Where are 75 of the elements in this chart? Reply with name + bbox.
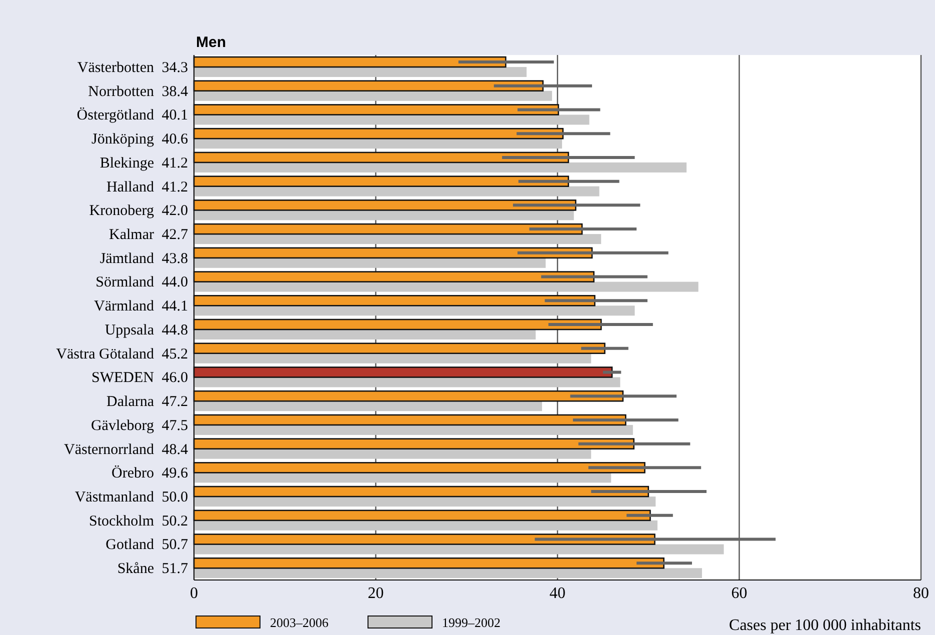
bar	[194, 162, 687, 172]
x-tick-label: 0	[190, 585, 198, 602]
bar	[194, 90, 552, 101]
data-label: 41.2	[162, 155, 188, 172]
y-tick-label: Västra Götaland	[56, 346, 154, 362]
y-tick-label: Dalarna	[106, 394, 154, 410]
x-tick-label: 80	[913, 585, 929, 602]
y-tick-label: Gotland	[106, 537, 154, 554]
y-tick-label: Västmanland	[74, 489, 154, 506]
bar	[194, 496, 656, 507]
data-label: 45.2	[162, 346, 188, 362]
data-label: 44.0	[162, 274, 188, 291]
bar	[194, 377, 620, 388]
data-label: 42.7	[162, 226, 188, 243]
bar	[194, 114, 590, 125]
y-tick-label: Halland	[106, 179, 154, 196]
bar	[194, 186, 600, 196]
y-tick-label: Värmland	[94, 298, 154, 315]
data-label: 41.2	[162, 179, 188, 196]
data-label: 50.0	[162, 489, 188, 506]
y-tick-label: Blekinge	[100, 155, 154, 172]
data-label: 47.2	[162, 394, 188, 410]
data-label: 44.8	[162, 322, 188, 338]
bar	[194, 520, 658, 530]
bar	[194, 472, 612, 483]
bar	[194, 424, 633, 435]
y-tick-label: Stockholm	[88, 513, 154, 530]
x-tick-label: 40	[550, 585, 566, 602]
bar	[194, 330, 536, 340]
bar	[194, 234, 602, 244]
bar	[194, 210, 574, 220]
data-label: 38.4	[162, 84, 188, 100]
bar	[194, 306, 635, 316]
y-tick-label: Jämtland	[100, 250, 154, 267]
chart-title: Men	[196, 34, 226, 51]
y-tick-label: Jönköping	[91, 132, 154, 148]
data-label: 49.6	[162, 466, 188, 482]
y-tick-label: Kalmar	[109, 226, 154, 243]
y-tick-label: Sörmland	[96, 274, 154, 291]
y-tick-label: Skåne	[117, 561, 154, 578]
y-tick-label: Kronoberg	[89, 203, 154, 220]
data-label: 40.6	[162, 132, 188, 148]
data-label: 50.2	[162, 513, 188, 530]
x-tick-label: 20	[368, 585, 384, 602]
data-label: 46.0	[162, 370, 188, 386]
y-tick-label: Västerbotten	[77, 60, 154, 76]
bar	[194, 401, 542, 412]
y-tick-label: Uppsala	[104, 322, 154, 338]
y-tick-label: Västernorrland	[64, 442, 154, 458]
legend-label: 2003–2006	[270, 615, 329, 630]
bar	[194, 353, 592, 364]
y-tick-label: SWEDEN	[92, 370, 154, 386]
x-axis-title: Cases per 100 000 inhabitants	[729, 617, 921, 634]
bar	[194, 138, 562, 149]
bar	[194, 448, 592, 459]
data-label: 50.7	[162, 537, 188, 554]
data-label: 43.8	[162, 250, 188, 267]
data-label: 44.1	[162, 298, 188, 315]
bar	[194, 282, 698, 292]
y-tick-label: Östergötland	[76, 106, 154, 124]
data-label: 40.1	[162, 108, 188, 124]
data-label: 34.3	[162, 60, 188, 76]
x-tick-label: 60	[731, 585, 748, 602]
data-label: 48.4	[162, 442, 188, 458]
bar	[194, 67, 527, 77]
bar	[194, 568, 702, 578]
data-label: 47.5	[162, 418, 188, 434]
data-label: 51.7	[162, 561, 188, 578]
data-label: 42.0	[162, 203, 188, 220]
y-tick-label: Norrbotten	[88, 84, 154, 100]
y-tick-label: Örebro	[112, 464, 154, 482]
legend-label: 1999–2002	[442, 615, 500, 630]
bar	[194, 258, 546, 268]
bar	[194, 544, 724, 554]
y-tick-label: Gävleborg	[90, 418, 154, 434]
